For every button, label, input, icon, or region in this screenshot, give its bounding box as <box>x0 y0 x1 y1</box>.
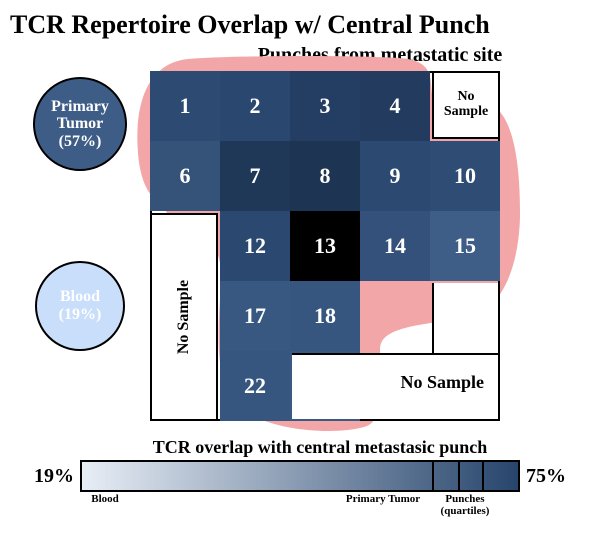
primary-tumor-circle: Primary Tumor (57%) <box>33 77 127 171</box>
cell-4: 4 <box>360 71 430 141</box>
cell-12: 12 <box>220 211 290 281</box>
cell-2: 2 <box>220 71 290 141</box>
legend-tick: Primary Tumor <box>346 494 420 506</box>
no-sample-label: No Sample <box>444 90 488 119</box>
legend-max-pct: 75% <box>520 465 570 488</box>
no-sample-bottom-right: No Sample <box>292 283 498 419</box>
primary-tumor-label2: Tumor <box>57 115 104 133</box>
primary-tumor-label1: Primary <box>51 98 109 116</box>
cell-17: 17 <box>220 281 290 351</box>
no-sample-top-right: No Sample <box>432 73 498 139</box>
no-sample-label: No Sample <box>175 280 193 354</box>
blood-circle: Blood (19%) <box>35 261 125 351</box>
legend-title: TCR overlap with central metastasic punc… <box>50 437 590 458</box>
legend-tick-labels: Blood Primary Tumor Punches (quartiles) <box>87 494 527 520</box>
legend: TCR overlap with central metastasic punc… <box>10 437 590 520</box>
cell-3: 3 <box>290 71 360 141</box>
page-title: TCR Repertoire Overlap w/ Central Punch <box>10 10 590 40</box>
cell-1: 1 <box>150 71 220 141</box>
cell-14: 14 <box>360 211 430 281</box>
legend-min-pct: 19% <box>30 465 80 488</box>
main-row: Primary Tumor (57%) Blood (19%) 1234 6789… <box>10 71 590 421</box>
legend-boxplot-marker <box>432 460 484 492</box>
cell-15: 15 <box>430 211 500 281</box>
legend-tick: Blood <box>91 494 119 506</box>
cell-7: 7 <box>220 141 290 211</box>
cell-6: 6 <box>150 141 220 211</box>
blood-label: Blood <box>60 288 100 306</box>
primary-tumor-pct: (57%) <box>59 133 102 151</box>
cell-22: 22 <box>220 351 290 421</box>
cell-8: 8 <box>290 141 360 211</box>
cell-10: 10 <box>430 141 500 211</box>
no-sample-label: No Sample <box>400 372 484 393</box>
cell-13: 13 <box>290 211 360 281</box>
no-sample-left: No Sample <box>152 213 218 419</box>
cell-9: 9 <box>360 141 430 211</box>
blood-pct: (19%) <box>59 306 102 324</box>
grid-wrap: 12346789101213141517182223 No Sample No … <box>150 71 500 421</box>
legend-tick: Punches (quartiles) <box>441 494 490 517</box>
legend-gradient-bar <box>80 460 520 492</box>
